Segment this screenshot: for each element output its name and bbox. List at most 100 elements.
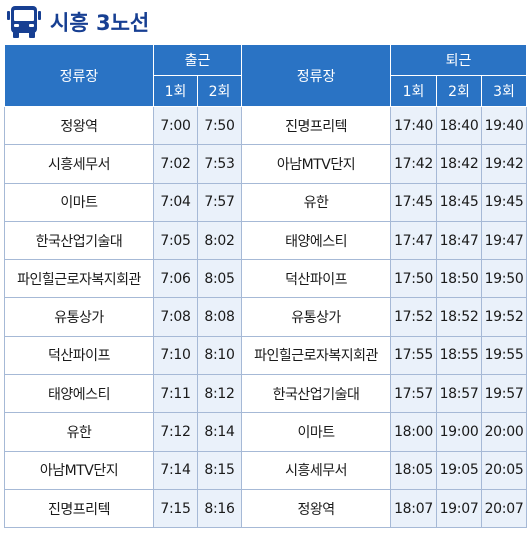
header-stop-outbound: 정류장 [4,44,154,107]
inbound-time-run-1: 17:42 [390,144,438,184]
inbound-stop: 파인힐근로자복지회관 [241,335,392,376]
inbound-time-run-3: 19:50 [481,259,528,299]
inbound-time-run-2: 18:55 [436,335,483,376]
header-inbound-run-2: 2회 [436,75,483,107]
outbound-stop: 정왕역 [4,105,154,146]
inbound-stop: 덕산파이프 [241,259,392,299]
outbound-stop: 시흥세무서 [4,144,154,184]
outbound-stop: 태양에스티 [4,374,154,414]
inbound-time-run-2: 18:47 [436,220,483,261]
outbound-time-run-1: 7:14 [153,450,198,490]
inbound-time-run-2: 19:07 [436,488,483,529]
outbound-stop: 진명프리텍 [4,488,154,529]
outbound-stop: 아남MTV단지 [4,450,154,490]
inbound-time-run-2: 18:42 [436,144,483,184]
inbound-stop: 한국산업기술대 [241,374,392,414]
inbound-time-run-1: 18:00 [390,412,438,452]
outbound-stop: 유한 [4,412,154,452]
table-row: 정왕역 7:00 7:50 진명프리텍 17:40 18:40 19:40 [4,105,528,146]
inbound-time-run-3: 19:42 [481,144,528,184]
outbound-stop: 유통상가 [4,297,154,337]
header-inbound: 퇴근 [390,44,528,76]
inbound-stop: 아남MTV단지 [241,144,392,184]
table-row: 파인힐근로자복지회관 7:06 8:05 덕산파이프 17:50 18:50 19:50 [4,259,528,299]
inbound-stop: 유통상가 [241,297,392,337]
inbound-time-run-2: 19:00 [436,412,483,452]
inbound-stop: 이마트 [241,412,392,452]
outbound-time-run-1: 7:15 [153,488,198,529]
inbound-time-run-2: 18:57 [436,374,483,414]
outbound-time-run-2: 8:14 [196,412,243,452]
table-row: 진명프리텍 7:15 8:16 정왕역 18:07 19:07 20:07 [4,488,528,529]
outbound-time-run-1: 7:04 [153,182,198,222]
outbound-time-run-2: 8:16 [196,488,243,529]
outbound-time-run-2: 7:57 [196,182,243,222]
table-row: 이마트 7:04 7:57 유한 17:45 18:45 19:45 [4,182,528,222]
header-outbound: 출근 [152,44,243,76]
outbound-time-run-2: 8:02 [196,220,243,261]
table-row: 덕산파이프 7:10 8:10 파인힐근로자복지회관 17:55 18:55 19:55 [4,335,528,376]
inbound-time-run-3: 20:05 [481,450,528,490]
bus-icon [7,6,41,38]
table-row: 한국산업기술대 7:05 8:02 태양에스티 17:47 18:47 19:47 [4,220,528,261]
inbound-time-run-2: 18:50 [436,259,483,299]
inbound-time-run-2: 19:05 [436,450,483,490]
inbound-time-run-3: 19:40 [481,105,528,146]
header-inbound-run-1: 1회 [390,75,438,107]
outbound-time-run-1: 7:08 [153,297,198,337]
outbound-time-run-2: 8:10 [196,335,243,376]
outbound-time-run-1: 7:10 [153,335,198,376]
inbound-time-run-1: 17:45 [390,182,438,222]
inbound-time-run-3: 19:52 [481,297,528,337]
page-title: 시흥 3노선 [50,11,150,35]
outbound-time-run-2: 8:12 [196,374,243,414]
outbound-time-run-2: 8:08 [196,297,243,337]
inbound-time-run-1: 17:40 [390,105,438,146]
inbound-time-run-1: 18:07 [390,488,438,529]
header-outbound-run-2: 2회 [196,75,243,107]
outbound-time-run-1: 7:11 [153,374,198,414]
outbound-time-run-1: 7:06 [153,259,198,299]
outbound-time-run-2: 8:15 [196,450,243,490]
outbound-stop: 덕산파이프 [4,335,154,376]
outbound-time-run-1: 7:00 [153,105,198,146]
inbound-time-run-1: 18:05 [390,450,438,490]
inbound-stop: 진명프리텍 [241,105,392,146]
page-header: 시흥 3노선 [6,4,149,40]
outbound-time-run-2: 7:50 [196,105,243,146]
table-row: 유한 7:12 8:14 이마트 18:00 19:00 20:00 [4,412,528,452]
header-stop-inbound: 정류장 [241,44,392,107]
outbound-time-run-1: 7:02 [153,144,198,184]
inbound-time-run-2: 18:52 [436,297,483,337]
inbound-stop: 정왕역 [241,488,392,529]
inbound-time-run-3: 19:57 [481,374,528,414]
inbound-stop: 유한 [241,182,392,222]
inbound-time-run-3: 20:00 [481,412,528,452]
inbound-time-run-1: 17:52 [390,297,438,337]
table-row: 아남MTV단지 7:14 8:15 시흥세무서 18:05 19:05 20:05 [4,450,528,490]
outbound-time-run-2: 7:53 [196,144,243,184]
inbound-time-run-1: 17:55 [390,335,438,376]
inbound-time-run-1: 17:50 [390,259,438,299]
table-row: 태양에스티 7:11 8:12 한국산업기술대 17:57 18:57 19:57 [4,374,528,414]
inbound-time-run-3: 19:47 [481,220,528,261]
table-row: 시흥세무서 7:02 7:53 아남MTV단지 17:42 18:42 19:42 [4,144,528,184]
outbound-stop: 이마트 [4,182,154,222]
inbound-time-run-3: 20:07 [481,488,528,529]
inbound-time-run-1: 17:47 [390,220,438,261]
inbound-time-run-3: 19:55 [481,335,528,376]
outbound-time-run-2: 8:05 [196,259,243,299]
inbound-time-run-2: 18:45 [436,182,483,222]
inbound-time-run-2: 18:40 [436,105,483,146]
inbound-time-run-1: 17:57 [390,374,438,414]
outbound-stop: 한국산업기술대 [4,220,154,261]
header-outbound-run-1: 1회 [153,75,198,107]
inbound-stop: 태양에스티 [241,220,392,261]
header-inbound-run-3: 3회 [481,75,528,107]
inbound-time-run-3: 19:45 [481,182,528,222]
outbound-time-run-1: 7:12 [153,412,198,452]
timetable: 정류장 출근 정류장 퇴근 1회 2회 1회 2회 3회 정왕역 7:00 7:50… [4,44,528,529]
outbound-stop: 파인힐근로자복지회관 [4,259,154,299]
outbound-time-run-1: 7:05 [153,220,198,261]
table-row: 유통상가 7:08 8:08 유통상가 17:52 18:52 19:52 [4,297,528,337]
